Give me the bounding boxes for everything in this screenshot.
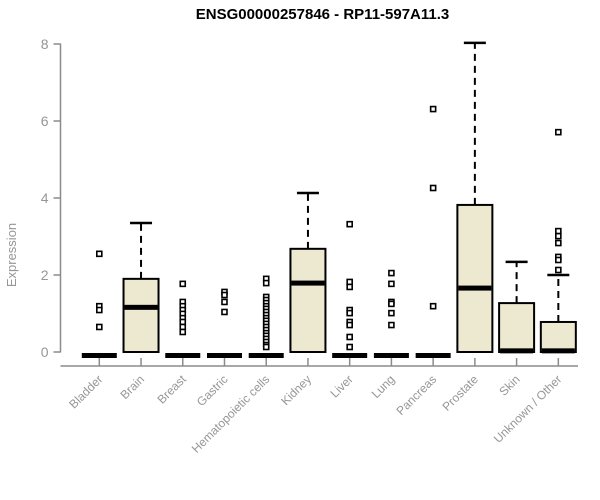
- outlier-point: [429, 184, 437, 192]
- outlier-point: [346, 309, 353, 317]
- x-tick-label: Gastric: [194, 372, 231, 409]
- collapsed-box-bar: [373, 353, 409, 358]
- axes: 0 2 4 6 8 Bladder Brain Breast GastricHematopoie…: [41, 36, 578, 456]
- collapsed-box-bar: [415, 353, 451, 358]
- outlier-point: [429, 302, 437, 310]
- outlier-point: [346, 333, 353, 341]
- iqr-box: [498, 302, 536, 354]
- outlier-point: [388, 321, 395, 329]
- outlier-point: [555, 232, 562, 240]
- box-lung: [373, 269, 409, 358]
- median-line: [500, 348, 534, 354]
- box-prostate: [456, 41, 494, 353]
- collapsed-box-bar: [248, 353, 284, 358]
- median-line: [458, 285, 492, 291]
- outlier-point: [388, 269, 395, 277]
- y-tick-label: 4: [41, 190, 49, 206]
- outlier-point: [388, 280, 395, 288]
- box-liver: [332, 220, 368, 358]
- outlier-point: [388, 300, 395, 308]
- box-unknown-other: [539, 128, 577, 354]
- chart-title: ENSG00000257846 - RP11-597A11.3: [195, 6, 450, 23]
- outlier-point: [555, 239, 562, 247]
- y-tick-label: 2: [41, 267, 49, 283]
- outlier-point: [388, 309, 395, 317]
- box-skin: [498, 260, 536, 354]
- outlier-point: [555, 128, 562, 136]
- iqr-box: [539, 320, 577, 354]
- x-tick-label: Kidney: [278, 372, 314, 408]
- iqr-box: [289, 247, 327, 354]
- outlier-point: [555, 256, 562, 264]
- collapsed-box-bar: [81, 353, 117, 358]
- iqr-box: [122, 277, 160, 354]
- x-tick-label: Hematopoietic cells: [189, 372, 272, 455]
- outlier-point: [179, 328, 187, 336]
- x-tick-label: Prostate: [439, 372, 481, 414]
- box-gastric: [206, 288, 242, 358]
- y-tick-label: 0: [41, 344, 49, 360]
- x-tick-label: Bladder: [66, 372, 105, 411]
- median-line: [541, 348, 575, 354]
- x-tick-label: Brain: [117, 372, 147, 402]
- box-series: [81, 41, 577, 358]
- y-axis-label: Expression: [4, 223, 19, 287]
- outlier-point: [221, 308, 228, 316]
- y-tick-label: 8: [41, 36, 49, 52]
- box-breast: [165, 280, 201, 358]
- median-line: [291, 280, 325, 286]
- box-kidney: [289, 191, 327, 354]
- outlier-point: [346, 343, 353, 351]
- collapsed-box-bar: [332, 353, 368, 358]
- outlier-point: [262, 279, 270, 287]
- box-pancreas: [415, 105, 451, 358]
- outlier-point: [96, 250, 103, 258]
- outlier-point: [429, 105, 437, 113]
- x-tick-label: Breast: [154, 372, 189, 407]
- median-line: [124, 304, 158, 310]
- outlier-point: [346, 283, 353, 291]
- x-tick-label: Skin: [496, 372, 522, 398]
- collapsed-box-bar: [165, 353, 201, 358]
- outlier-point: [96, 306, 103, 314]
- outlier-point: [262, 343, 270, 351]
- box-bladder: [81, 250, 117, 358]
- outlier-point: [346, 220, 353, 228]
- iqr-box: [456, 203, 494, 353]
- outlier-point: [221, 298, 228, 306]
- box-hematopoietic-cells: [248, 275, 284, 358]
- outlier-point: [221, 291, 228, 299]
- collapsed-box-bar: [206, 353, 242, 358]
- outlier-point: [346, 321, 353, 329]
- outlier-point: [96, 323, 103, 331]
- box-brain: [122, 221, 160, 354]
- x-tick-label: Liver: [328, 372, 356, 400]
- outlier-point: [179, 280, 187, 288]
- y-tick-label: 6: [41, 113, 49, 129]
- x-tick-label: Pancreas: [394, 372, 440, 418]
- x-tick-label: Lung: [369, 372, 398, 401]
- outlier-point: [555, 266, 562, 274]
